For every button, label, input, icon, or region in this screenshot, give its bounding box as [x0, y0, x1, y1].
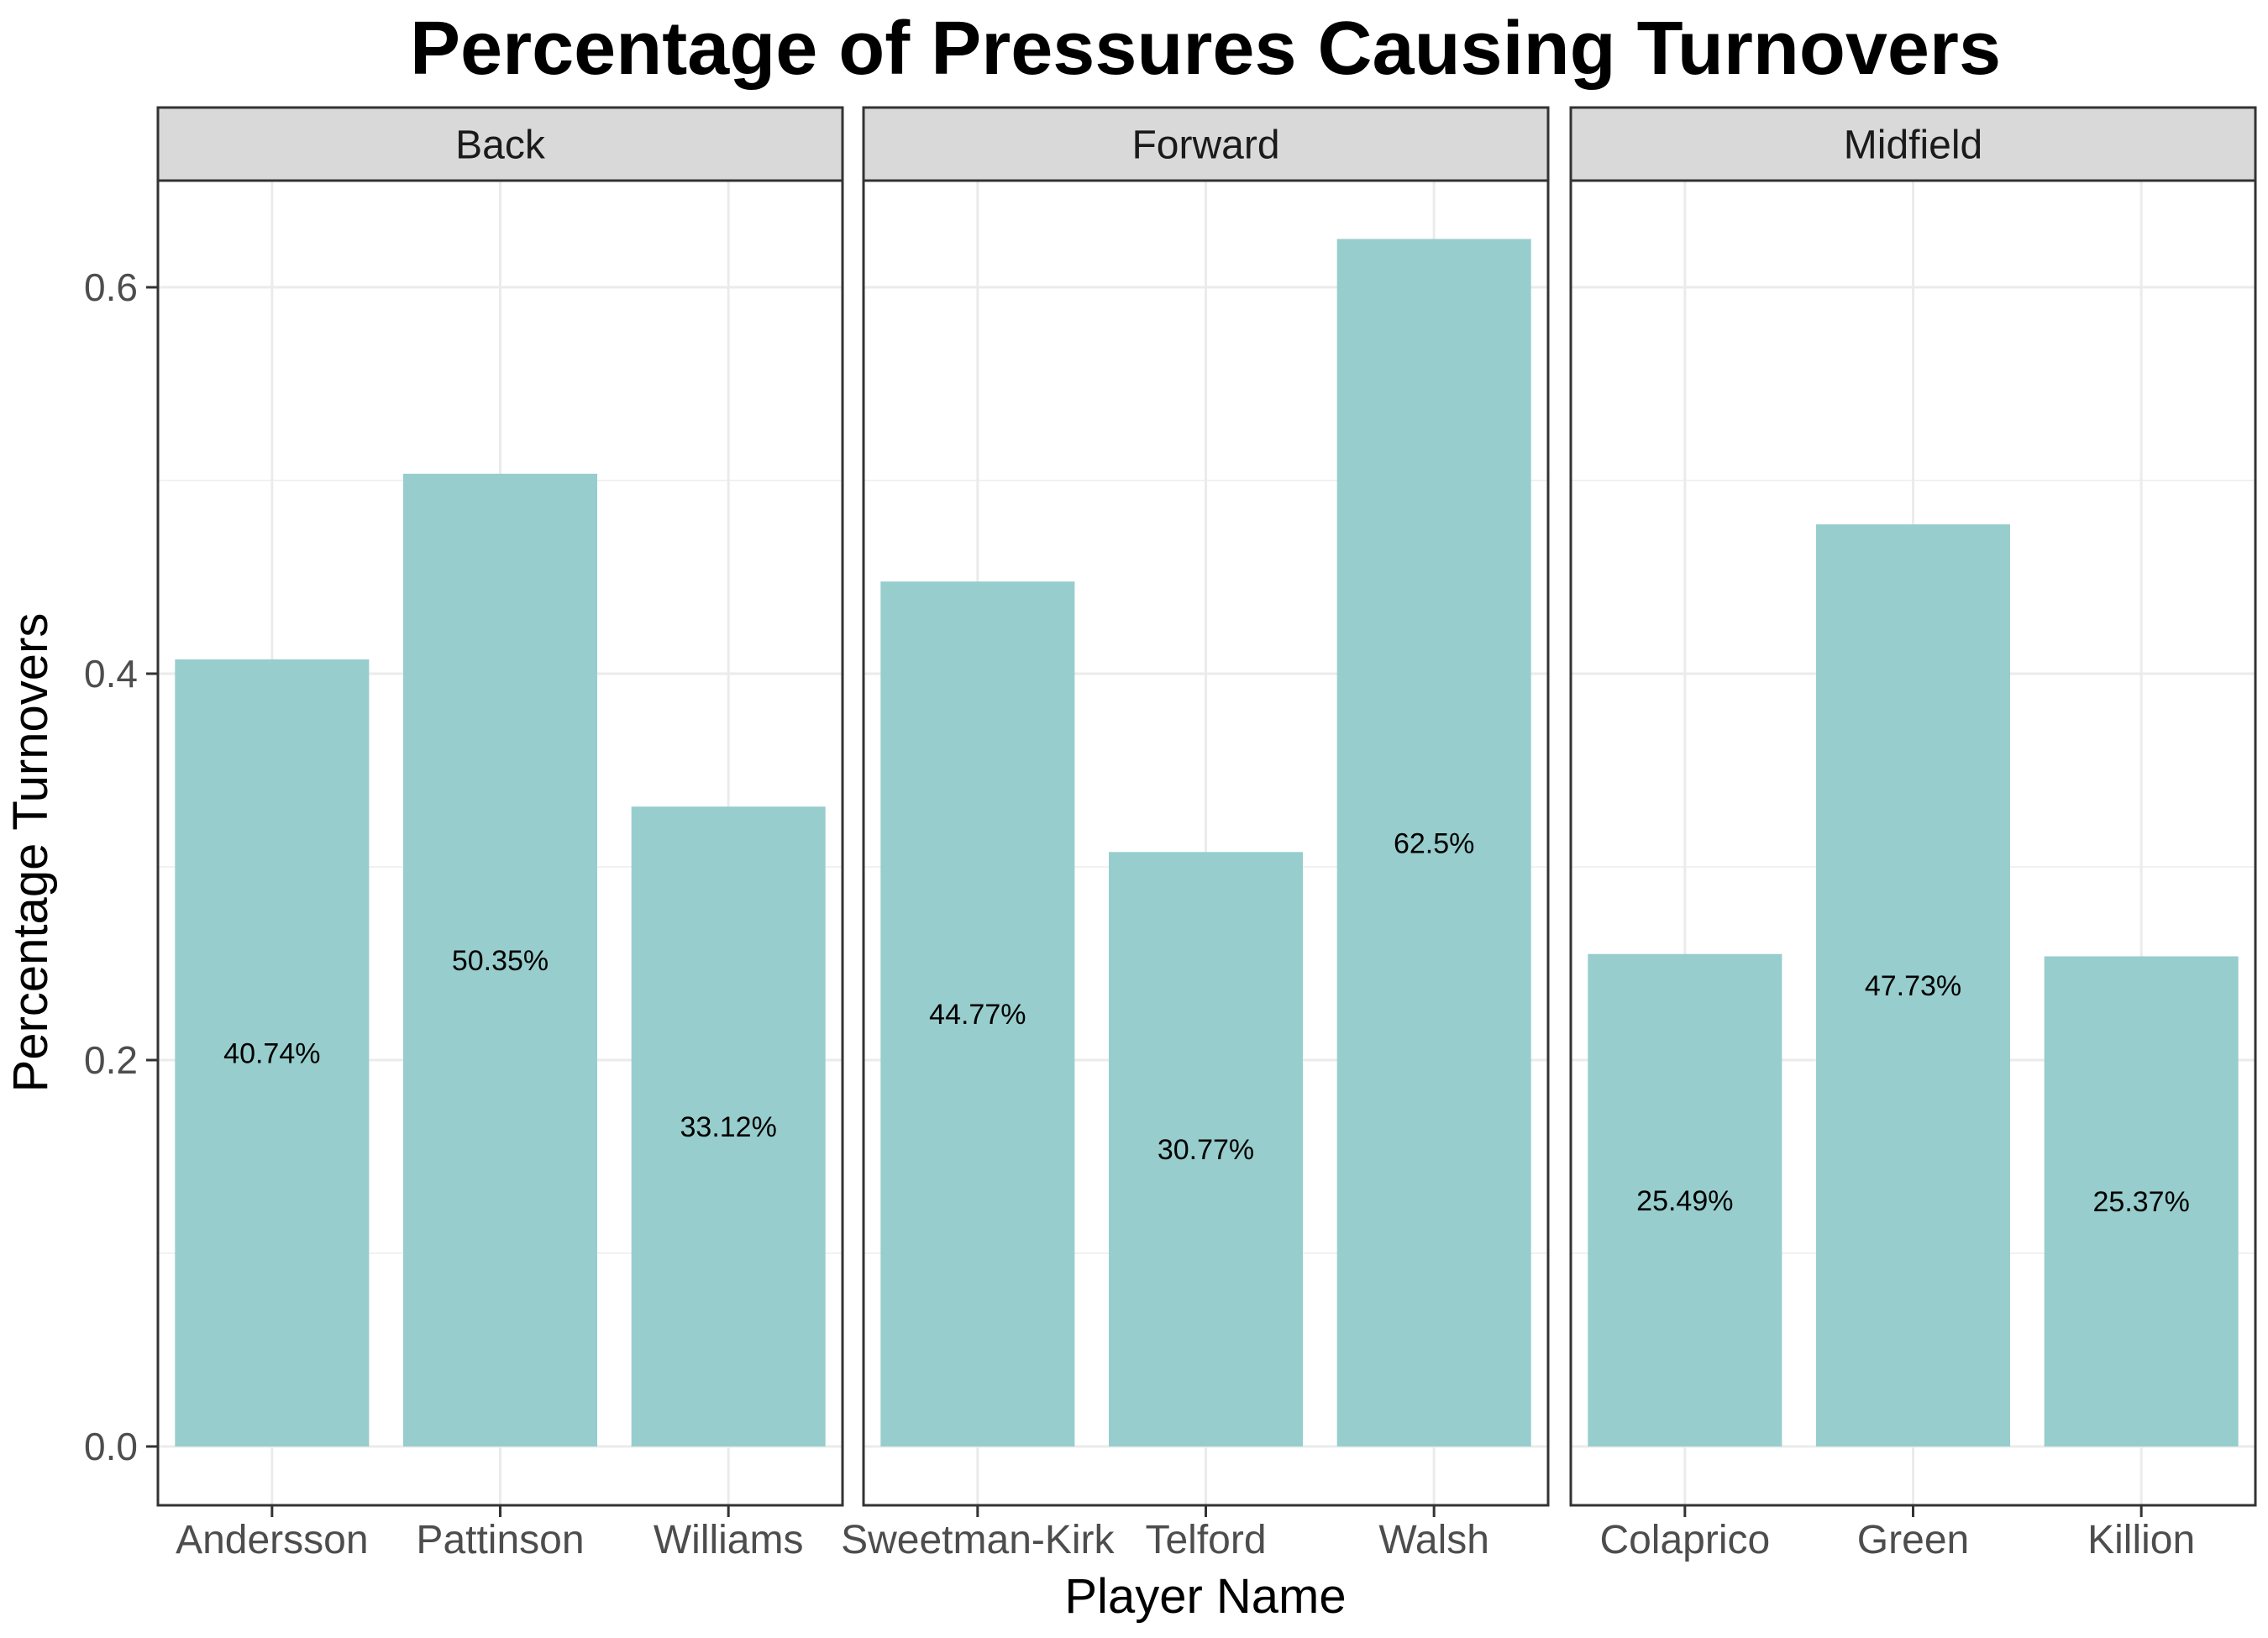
bar-walsh — [1336, 239, 1531, 1446]
bar-williams — [631, 806, 826, 1446]
x-tick-label: Colaprico — [1599, 1518, 1770, 1562]
x-tick-label: Green — [1857, 1518, 1969, 1562]
y-tick-label: 0.2 — [84, 1038, 138, 1082]
panels-layer: 40.74% Andersson 50.35% Pattinson 33.12% Will… — [156, 106, 2257, 1562]
x-tick-label: Sweetman-Kirk — [841, 1518, 1115, 1562]
bar-killion — [2044, 956, 2239, 1446]
facet-panel-midfield: 25.49% Colaprico 47.73% Green 25.37% Killion M… — [1569, 106, 2257, 1562]
x-tick-label: Walsh — [1378, 1518, 1489, 1562]
data-label: 50.35% — [452, 945, 549, 977]
data-label: 40.74% — [223, 1037, 320, 1069]
data-label: 33.12% — [680, 1111, 777, 1143]
data-label: 25.49% — [1636, 1185, 1733, 1217]
facet-strip-label: Midfield — [1844, 123, 1982, 168]
bar-pattinson — [403, 473, 597, 1447]
data-label: 47.73% — [1865, 970, 1961, 1002]
facet-strip — [156, 106, 844, 182]
x-tick-label: Andersson — [176, 1518, 368, 1562]
facet-panel-forward: 44.77% Sweetman-Kirk 30.77% Telford 62.5% Wal… — [841, 106, 1550, 1562]
y-axis: 0.0 0.2 0.4 0.6 — [84, 265, 158, 1468]
facet-strip — [1569, 106, 2257, 182]
y-tick-label: 0.4 — [84, 652, 138, 696]
data-label: 30.77% — [1158, 1134, 1254, 1166]
data-label: 25.37% — [2093, 1186, 2190, 1218]
x-axis-title: Player Name — [1064, 1569, 1346, 1624]
y-tick-label: 0.6 — [84, 265, 138, 309]
data-label: 44.77% — [929, 999, 1026, 1031]
bar-sweetman-kirk — [880, 581, 1075, 1446]
x-tick-label: Pattinson — [416, 1518, 584, 1562]
data-label: 62.5% — [1394, 827, 1474, 859]
x-tick-label: Telford — [1145, 1518, 1266, 1562]
bar-green — [1816, 524, 2010, 1447]
y-axis-title: Percentage Turnovers — [3, 613, 58, 1093]
facet-strip — [862, 106, 1550, 182]
bar-telford — [1109, 852, 1303, 1446]
bar-colaprico — [1588, 953, 1782, 1446]
x-tick-label: Williams — [654, 1518, 804, 1562]
facet-panel-back: 40.74% Andersson 50.35% Pattinson 33.12% Will… — [156, 106, 844, 1562]
bar-andersson — [175, 659, 370, 1446]
chart-title: Percentage of Pressures Causing Turnover… — [410, 7, 2001, 91]
facet-strip-label: Back — [455, 123, 546, 168]
facet-strip-label: Forward — [1131, 123, 1279, 168]
x-tick-label: Killion — [2087, 1518, 2195, 1562]
y-tick-label: 0.0 — [84, 1425, 138, 1468]
